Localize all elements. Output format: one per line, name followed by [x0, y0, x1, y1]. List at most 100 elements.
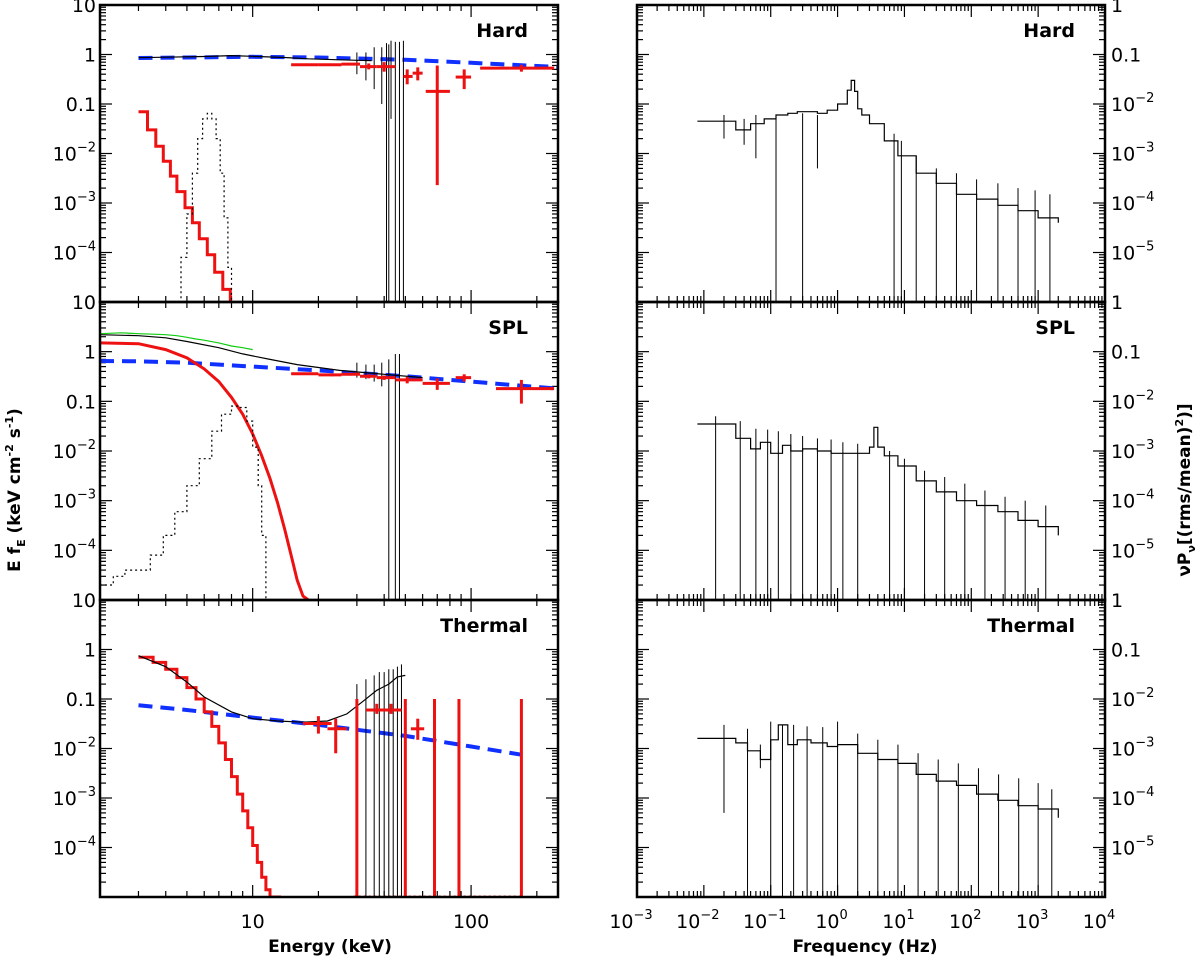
series-power-law-model — [138, 54, 558, 69]
errorbars-pca-data — [356, 664, 402, 897]
y-tick-label: 10−2 — [1111, 686, 1154, 711]
plot-area: 10−410−310−20.1110Hard10−410−310−20.1110… — [53, 0, 1155, 933]
plot-frame — [98, 598, 560, 899]
y-tick-label: 10−4 — [1111, 190, 1154, 215]
panel-frequency-hard: 10−5 10−4 10−3 10−2 0.1 1 Hard — [635, 0, 1154, 304]
y-tick-label: 10−3 — [1111, 141, 1154, 166]
y-tick-label: 10−5 — [1111, 835, 1154, 860]
errorbars-hexte-data — [291, 62, 555, 186]
panel-label: Thermal — [987, 615, 1075, 637]
errorbars-hexte-data — [291, 372, 555, 404]
y-tick-label: 10−3 — [53, 785, 96, 810]
data-marks — [138, 655, 523, 897]
data-marks — [697, 721, 1059, 897]
ticks — [99, 4, 558, 303]
y-tick-label: 0.1 — [1111, 640, 1141, 662]
panel-frequency-spl: 10−5 10−4 10−3 10−2 0.1 1 SPL — [635, 292, 1154, 602]
x-tick-label: 100 — [453, 911, 489, 933]
y-tick-label: 0.1 — [1111, 45, 1141, 67]
errorbars-power-spectrum-errors — [723, 721, 1053, 897]
y-tick-label: 10−4 — [1111, 488, 1154, 513]
energy-axis-label: Energy (keV) — [268, 937, 392, 957]
x-tick-label: 10 — [241, 911, 265, 933]
x-tick-label: 102 — [949, 908, 981, 933]
series-iron-line — [100, 405, 267, 600]
series-power-spectrum — [697, 724, 1059, 818]
series-disk-component — [100, 341, 310, 600]
y-tick-label: 0.1 — [1111, 342, 1141, 364]
errorbars-hexte-data — [303, 699, 523, 897]
y-tick-label: 1 — [1111, 292, 1123, 314]
x-tick-label: 10−2 — [676, 908, 719, 933]
panel-frequency-thermal: 10−5 10−4 10−3 10−2 0.1 1 Thermal — [635, 590, 1154, 899]
y-tick-label: 1 — [84, 342, 96, 364]
power-axis-label: νPν[(rms/mean)2)] — [1173, 403, 1198, 576]
y-tick-label: 10−2 — [53, 438, 96, 463]
x-tick-label: 10−1 — [743, 908, 786, 933]
y-tick-labels: 10−5 10−4 10−3 10−2 0.1 1 — [1111, 0, 1154, 265]
y-tick-labels: 10−4 10−3 10−2 0.1 1 10 — [53, 590, 96, 860]
ticks — [99, 301, 558, 601]
series-total-model — [100, 334, 423, 379]
y-tick-label: 10−2 — [1111, 388, 1154, 413]
y-tick-label: 10 — [72, 292, 96, 314]
y-tick-labels: 10−5 10−4 10−3 10−2 0.1 1 — [1111, 590, 1154, 860]
y-tick-label: 1 — [1111, 590, 1123, 612]
y-tick-label: 10 — [72, 590, 96, 612]
plot-frame — [98, 300, 560, 602]
ticks — [636, 599, 1106, 898]
series-total-model — [138, 655, 406, 723]
plot-frame — [635, 598, 1107, 899]
panel-label: Hard — [1023, 20, 1075, 42]
x-tick-label: 101 — [882, 908, 914, 933]
y-tick-label: 10−3 — [53, 488, 96, 513]
y-tick-label: 10−4 — [53, 537, 96, 562]
y-tick-label: 10−2 — [53, 736, 96, 761]
series-disk-component — [138, 110, 232, 302]
errorbars-pca-data — [356, 40, 404, 302]
x-tick-label: 103 — [1016, 908, 1048, 933]
y-tick-label: 10−3 — [1111, 736, 1154, 761]
y-tick-label: 10−4 — [53, 240, 96, 265]
data-marks — [697, 416, 1059, 600]
y-tick-label: 10−4 — [1111, 785, 1154, 810]
y-tick-label: 0.1 — [66, 689, 96, 711]
errorbars-power-spectrum-errors — [723, 113, 1051, 302]
y-tick-label: 10−5 — [1111, 240, 1154, 265]
panel-label: SPL — [1035, 317, 1075, 339]
y-tick-label: 1 — [84, 640, 96, 662]
x-tick-labels-energy: 10 100 — [241, 911, 490, 933]
panel-label: Hard — [476, 20, 528, 42]
data-marks — [100, 332, 558, 600]
series-power-spectrum — [697, 79, 1059, 223]
errorbars-power-spectrum-errors — [715, 416, 1047, 600]
series-power-spectrum — [697, 423, 1059, 536]
y-tick-label: 10−3 — [1111, 438, 1154, 463]
series-iron-line — [174, 112, 233, 302]
x-tick-label: 100 — [815, 908, 847, 933]
errorbars-pca-data — [356, 353, 400, 600]
panel-label: SPL — [488, 317, 528, 339]
x-tick-label: 10−3 — [609, 908, 652, 933]
x-tick-label: 104 — [1083, 908, 1115, 933]
y-tick-label: 1 — [1111, 0, 1123, 17]
series-low-energy-data — [100, 332, 253, 351]
y-tick-label: 10−5 — [1111, 537, 1154, 562]
series-total-model — [138, 54, 372, 62]
y-tick-label: 10−3 — [53, 190, 96, 215]
y-tick-labels: 10−5 10−4 10−3 10−2 0.1 1 — [1111, 292, 1154, 562]
y-tick-label: 10−2 — [1111, 91, 1154, 116]
panel-energy-hard: 10−4 10−3 10−2 0.1 1 10 Hard — [53, 0, 560, 304]
data-marks — [697, 79, 1059, 302]
y-tick-label: 0.1 — [66, 94, 96, 116]
y-tick-label: 0.1 — [66, 391, 96, 413]
y-tick-label: 10−4 — [53, 835, 96, 860]
y-tick-labels: 10−4 10−3 10−2 0.1 1 10 — [53, 0, 96, 265]
energy-flux-axis-label: E fE (keV cm-2 s-1) — [3, 408, 28, 572]
frequency-axis-label: Frequency (Hz) — [792, 937, 937, 957]
y-tick-label: 1 — [84, 45, 96, 67]
x-tick-labels-frequency: 10−3 10−2 10−1 100 101 102 103 104 — [609, 908, 1115, 933]
panel-energy-spl: 10−4 10−3 10−2 0.1 1 10 SPL — [53, 292, 560, 602]
plot-frame — [635, 300, 1107, 602]
